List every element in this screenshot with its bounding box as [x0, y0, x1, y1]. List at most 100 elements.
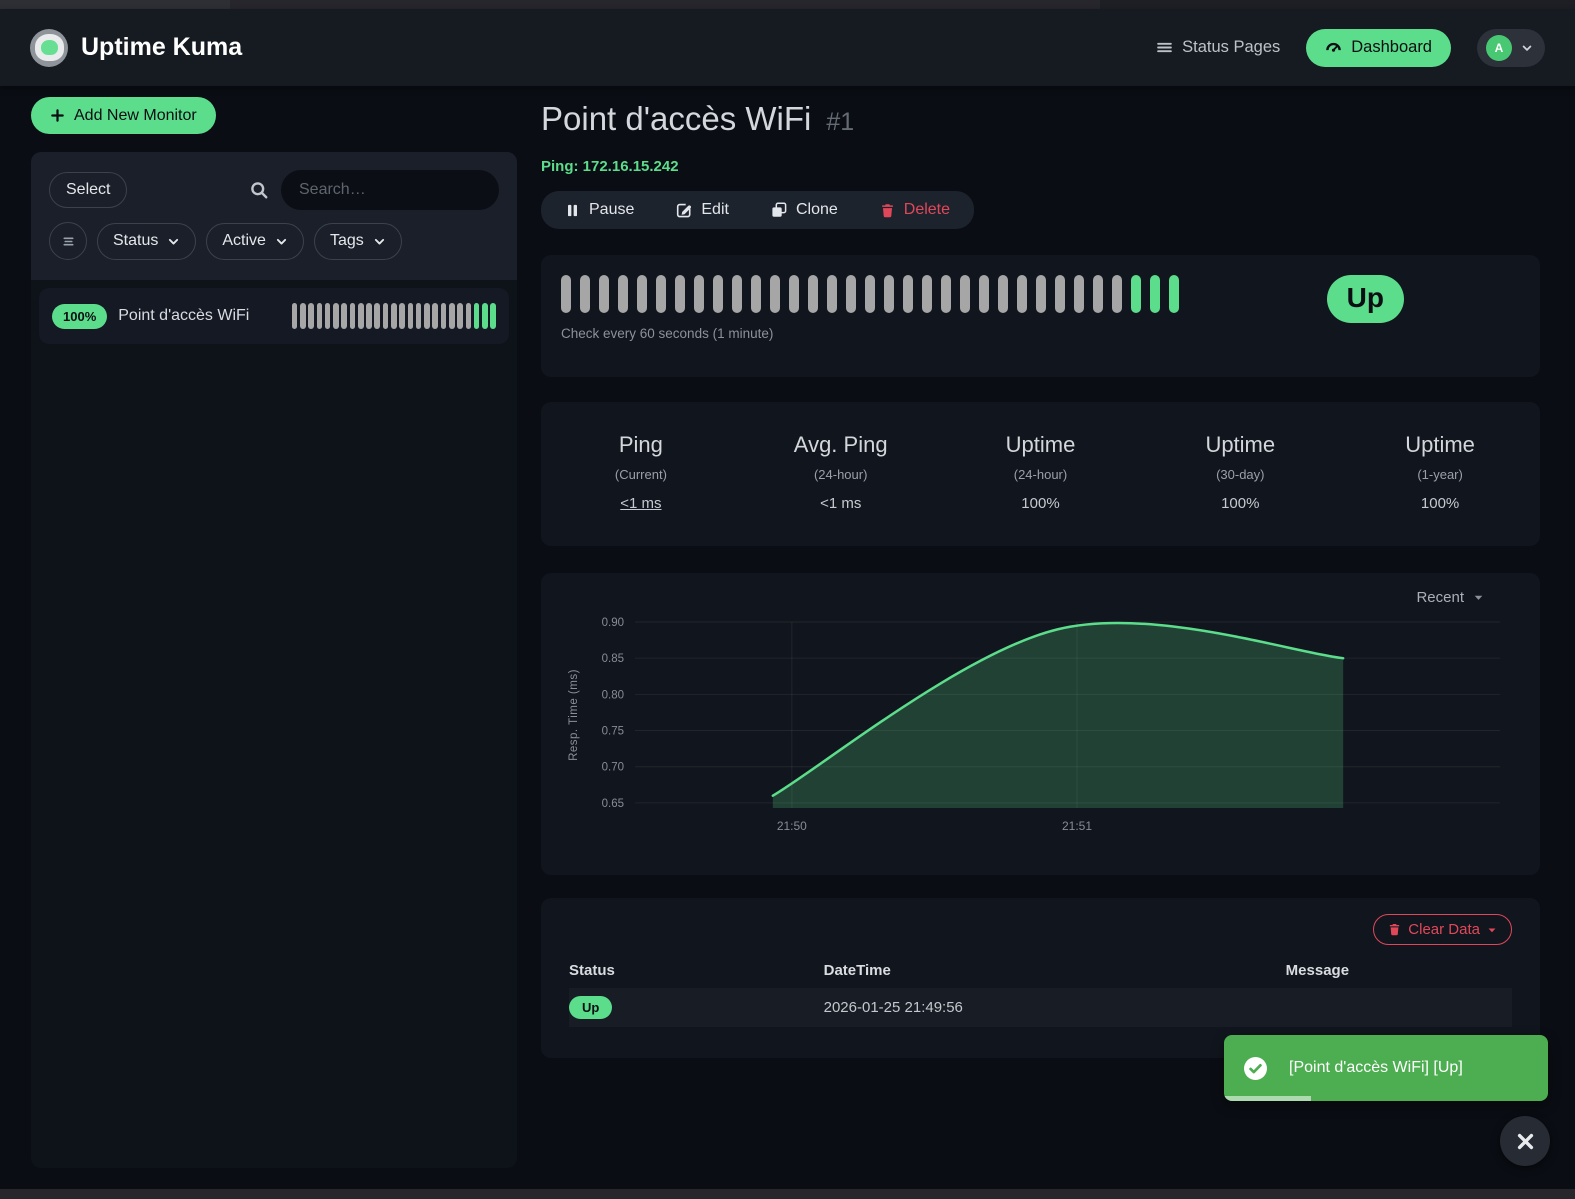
svg-text:0.90: 0.90 [602, 617, 624, 629]
response-time-chart-card: Recent 0.65 0.70 0.75 0.80 0.85 0.90 21:50 21:5… [541, 573, 1540, 875]
search-input[interactable] [281, 170, 499, 210]
filter-tags-dropdown[interactable]: Tags [313, 222, 402, 260]
response-chart: 0.65 0.70 0.75 0.80 0.85 0.90 21:50 21:51 Resp. … [568, 617, 1500, 833]
clone-button[interactable]: Clone [771, 201, 838, 219]
clear-data-label: Clear Data [1408, 921, 1480, 938]
events-card: Clear Data Status DateTime Message Up 20… [541, 898, 1540, 1058]
main-heartbeat [561, 275, 1520, 313]
col-status: Status [569, 962, 615, 979]
svg-text:0.65: 0.65 [602, 798, 624, 810]
close-icon [1515, 1131, 1536, 1152]
events-table: Status DateTime Message Up 2026-01-25 21… [569, 953, 1512, 1027]
gauge-icon [1325, 39, 1342, 56]
delete-button[interactable]: Delete [880, 201, 950, 219]
status-pages-label: Status Pages [1182, 38, 1281, 56]
svg-text:21:51: 21:51 [1062, 819, 1092, 833]
svg-text:0.75: 0.75 [602, 726, 624, 738]
stat-title: Uptime [1005, 432, 1076, 457]
stat-ping-current: Ping (Current) <1 ms [541, 432, 741, 512]
select-button[interactable]: Select [49, 172, 128, 208]
stat-value: 100% [1420, 495, 1460, 512]
edit-button[interactable]: Edit [676, 201, 729, 219]
stat-title: Avg. Ping [793, 432, 888, 457]
delete-label: Delete [903, 201, 951, 218]
pause-icon [565, 203, 580, 218]
clear-data-button[interactable]: Clear Data [1373, 914, 1512, 945]
monitor-list-item[interactable]: 100% Point d'accès WiFi [39, 288, 509, 344]
stats-card: Ping (Current) <1 ms Avg. Ping (24-hour)… [541, 402, 1540, 546]
trash-icon [1388, 923, 1401, 936]
list-toggle-button[interactable] [49, 222, 87, 260]
svg-text:0.85: 0.85 [602, 653, 624, 665]
monitor-list-panel: Select Status [31, 152, 517, 1168]
stat-uptime-1y: Uptime (1-year) 100% [1340, 432, 1540, 512]
monitor-name: Point d'accès WiFi [118, 307, 250, 324]
brand[interactable]: Uptime Kuma [30, 28, 243, 67]
monitor-actions-bar: Pause Edit Clone Delete [541, 191, 975, 229]
stat-subtitle: (Current) [614, 467, 667, 482]
chevron-down-icon [275, 235, 288, 248]
navbar: Uptime Kuma Status Pages Dashboard A [0, 9, 1575, 86]
justify-icon [61, 234, 76, 249]
stat-subtitle: (24-hour) [1013, 467, 1068, 482]
search-icon [249, 180, 269, 200]
col-message: Message [1285, 962, 1350, 979]
filter-active-dropdown[interactable]: Active [206, 222, 304, 260]
chart-period-label: Recent [1416, 589, 1464, 606]
status-badge: Up [1326, 275, 1404, 323]
close-button[interactable] [1500, 1116, 1550, 1166]
brand-title: Uptime Kuma [81, 33, 243, 61]
toast-progress-bar [1224, 1096, 1312, 1101]
plus-icon [50, 108, 65, 123]
svg-text:Resp. Time (ms): Resp. Time (ms) [568, 669, 580, 761]
filter-status-dropdown[interactable]: Status [97, 222, 197, 260]
stat-value: <1 ms [820, 495, 862, 512]
heartbeat-card: Check every 60 seconds (1 minute) Up [541, 255, 1540, 377]
filter-status-label: Status [113, 232, 159, 249]
filter-active-label: Active [222, 232, 266, 249]
stat-value: 100% [1221, 495, 1260, 512]
uptime-badge: 100% [52, 303, 108, 329]
clone-label: Clone [795, 201, 838, 218]
toast-message: [Point d'accès WiFi] [Up] [1289, 1059, 1463, 1076]
main-content: Point d'accès WiFi #1 Ping: 172.16.15.24… [541, 100, 1540, 1058]
stat-title: Uptime [1405, 432, 1475, 457]
stat-title: Uptime [1205, 432, 1276, 457]
status-pages-link[interactable]: Status Pages [1156, 38, 1280, 57]
svg-text:0.70: 0.70 [602, 762, 624, 774]
stat-subtitle: (30-day) [1216, 467, 1265, 482]
monitor-list: 100% Point d'accès WiFi [31, 280, 517, 352]
toast-notification[interactable]: [Point d'accès WiFi] [Up] [1224, 1035, 1548, 1101]
check-circle-icon [1244, 1056, 1267, 1080]
user-menu[interactable]: A [1477, 28, 1545, 67]
avatar: A [1486, 34, 1512, 61]
event-row[interactable]: Up 2026-01-25 21:49:56 [569, 988, 1512, 1027]
stat-value: 100% [1021, 495, 1060, 512]
chart-period-select[interactable]: Recent [1416, 589, 1484, 606]
stat-value: <1 ms [620, 495, 662, 512]
add-new-monitor-label: Add New Monitor [74, 106, 197, 124]
copy-icon [771, 202, 787, 218]
chevron-down-icon [1521, 42, 1533, 54]
pause-button[interactable]: Pause [565, 201, 634, 219]
uptime-kuma-logo-icon [30, 28, 68, 67]
page-title: Point d'accès WiFi [541, 100, 812, 137]
dashboard-button[interactable]: Dashboard [1306, 28, 1451, 67]
svg-text:21:50: 21:50 [777, 819, 807, 833]
sidebar: Add New Monitor Select [31, 97, 517, 1168]
check-interval-text: Check every 60 seconds (1 minute) [561, 326, 774, 341]
chevron-down-icon [373, 235, 386, 248]
event-datetime: 2026-01-25 21:49:56 [823, 999, 963, 1016]
stat-avg-ping: Avg. Ping (24-hour) <1 ms [741, 432, 941, 512]
window-top-strip-segment [1100, 0, 1575, 9]
svg-text:0.80: 0.80 [602, 689, 624, 701]
pause-label: Pause [589, 201, 635, 218]
window-top-strip-segment [0, 0, 230, 9]
stat-uptime-24h: Uptime (24-hour) 100% [941, 432, 1141, 512]
add-new-monitor-button[interactable]: Add New Monitor [31, 97, 216, 134]
stat-uptime-30d: Uptime (30-day) 100% [1140, 432, 1340, 512]
dashboard-label: Dashboard [1351, 38, 1432, 56]
event-status-badge: Up [569, 996, 613, 1019]
ping-url[interactable]: Ping: 172.16.15.242 [541, 158, 679, 175]
list-icon [1156, 39, 1173, 56]
